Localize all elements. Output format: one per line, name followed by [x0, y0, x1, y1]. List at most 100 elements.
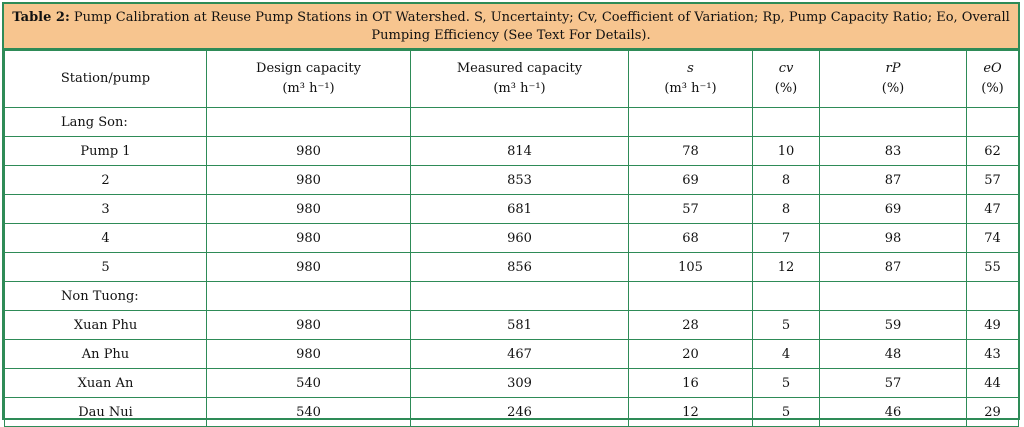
- table-row: Dau Nui 540 246 12 5 46 29: [4, 397, 1019, 427]
- column-header-label: Measured capacity: [456, 61, 583, 76]
- group-row: Lang Son:: [4, 107, 1019, 137]
- table-cell: 4: [752, 339, 820, 369]
- table-cell: 69: [819, 194, 967, 224]
- table-cell: 5: [752, 368, 820, 398]
- table-cell: [752, 281, 820, 311]
- table-cell: 960: [410, 223, 629, 253]
- table-body: Lang Son: Pump 1 980 814 78 10 83 62 2 980 853 69 8 8…: [4, 107, 1019, 427]
- table-cell: 69: [628, 165, 753, 195]
- table-cell: 814: [410, 136, 629, 166]
- table-cell: 681: [410, 194, 629, 224]
- table-cell: 10: [752, 136, 820, 166]
- table-cell: 5: [752, 310, 820, 340]
- group-label: Lang Son:: [4, 107, 207, 137]
- table-cell: 98: [819, 223, 967, 253]
- table-row: Xuan An 540 309 16 5 57 44: [4, 368, 1019, 398]
- column-header: cv (%): [752, 50, 820, 108]
- table-cell: 3: [4, 194, 207, 224]
- table-cell: 44: [966, 368, 1019, 398]
- caption-text: Pump Calibration at Reuse Pump Stations …: [73, 10, 1010, 43]
- column-header: rP (%): [819, 50, 967, 108]
- table-cell: 12: [628, 397, 753, 427]
- table-cell: 16: [628, 368, 753, 398]
- table-cell: 57: [628, 194, 753, 224]
- table-cell: 49: [966, 310, 1019, 340]
- table-row: 5 980 856 105 12 87 55: [4, 252, 1019, 282]
- column-header: Measured capacity (m³ h⁻¹): [410, 50, 629, 108]
- table-cell: 43: [966, 339, 1019, 369]
- table-cell: 68: [628, 223, 753, 253]
- table-cell: 540: [206, 397, 411, 427]
- table-cell: [752, 107, 820, 137]
- table-cell: 5: [752, 397, 820, 427]
- table-cell: 980: [206, 339, 411, 369]
- column-header-unit: (%): [881, 81, 905, 96]
- table-row: 2 980 853 69 8 87 57: [4, 165, 1019, 195]
- table-cell: 853: [410, 165, 629, 195]
- table-cell: 246: [410, 397, 629, 427]
- table-cell: 28: [628, 310, 753, 340]
- table-cell: 12: [752, 252, 820, 282]
- table-cell: [628, 281, 753, 311]
- table-cell: 5: [4, 252, 207, 282]
- table-cell: 48: [819, 339, 967, 369]
- table-cell: 87: [819, 252, 967, 282]
- table-cell: 29: [966, 397, 1019, 427]
- caption-label: Table 2:: [12, 10, 70, 25]
- table-cell: 980: [206, 165, 411, 195]
- table-cell: 980: [206, 223, 411, 253]
- table-cell: 47: [966, 194, 1019, 224]
- column-header: Design capacity (m³ h⁻¹): [206, 50, 411, 108]
- table-cell: Xuan Phu: [4, 310, 207, 340]
- column-header-label: eO: [983, 61, 1002, 76]
- table-cell: An Phu: [4, 339, 207, 369]
- table-cell: [628, 107, 753, 137]
- table-cell: 78: [628, 136, 753, 166]
- table-cell: 540: [206, 368, 411, 398]
- table-cell: 83: [819, 136, 967, 166]
- table-cell: 46: [819, 397, 967, 427]
- table-cell: 8: [752, 194, 820, 224]
- table-cell: 980: [206, 194, 411, 224]
- column-header: Station/pump: [4, 50, 207, 108]
- table-cell: [966, 107, 1019, 137]
- table-cell: 467: [410, 339, 629, 369]
- table-cell: [206, 107, 411, 137]
- group-label: Non Tuong:: [4, 281, 207, 311]
- table-cell: Pump 1: [4, 136, 207, 166]
- column-header-label: Design capacity: [256, 61, 361, 76]
- table-cell: 2: [4, 165, 207, 195]
- table-cell: 55: [966, 252, 1019, 282]
- table-row: An Phu 980 467 20 4 48 43: [4, 339, 1019, 369]
- table-caption: Table 2: Pump Calibration at Reuse Pump …: [4, 4, 1018, 50]
- table-cell: [819, 281, 967, 311]
- table-cell: 59: [819, 310, 967, 340]
- table-cell: [819, 107, 967, 137]
- table-cell: 980: [206, 310, 411, 340]
- table-row: Xuan Phu 980 581 28 5 59 49: [4, 310, 1019, 340]
- column-header-label: cv: [778, 61, 794, 76]
- table-cell: 105: [628, 252, 753, 282]
- header-row: Station/pump Design capacity (m³ h⁻¹) Measu…: [4, 50, 1019, 108]
- table-cell: Xuan An: [4, 368, 207, 398]
- column-header: eO (%): [966, 50, 1019, 108]
- column-header-label: Station/pump: [60, 71, 151, 86]
- column-header-label: s: [687, 61, 694, 76]
- group-row: Non Tuong:: [4, 281, 1019, 311]
- column-header-label: rP: [885, 61, 901, 76]
- table-cell: 74: [966, 223, 1019, 253]
- table-cell: [410, 281, 629, 311]
- table-cell: 62: [966, 136, 1019, 166]
- table-row: 3 980 681 57 8 69 47: [4, 194, 1019, 224]
- table-cell: 980: [206, 136, 411, 166]
- column-header-unit: (m³ h⁻¹): [664, 81, 717, 96]
- table-row: Pump 1 980 814 78 10 83 62: [4, 136, 1019, 166]
- table-cell: Dau Nui: [4, 397, 207, 427]
- table-cell: 87: [819, 165, 967, 195]
- table-row: 4 980 960 68 7 98 74: [4, 223, 1019, 253]
- calibration-table: Station/pump Design capacity (m³ h⁻¹) Measu…: [4, 50, 1019, 427]
- column-header-unit: (m³ h⁻¹): [493, 81, 546, 96]
- table-cell: 309: [410, 368, 629, 398]
- column-header: s (m³ h⁻¹): [628, 50, 753, 108]
- table-cell: 8: [752, 165, 820, 195]
